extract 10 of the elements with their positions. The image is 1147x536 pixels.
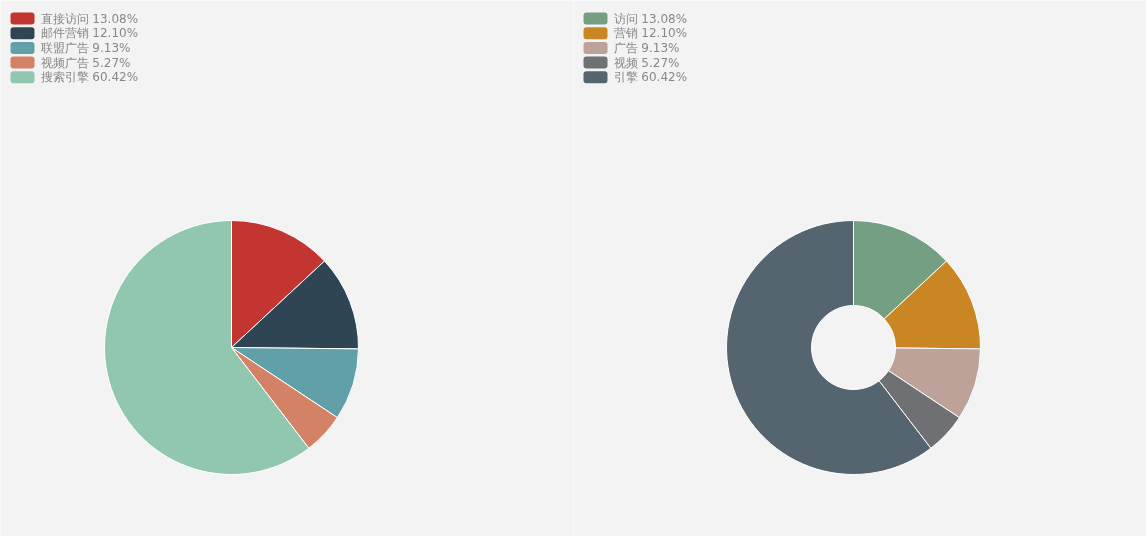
legend-label: 邮件营销 12.10% [40,26,139,41]
legend-label: 直接访问 13.08% [40,11,139,26]
legend-label: 引擎 60.42% [613,70,688,85]
legend-label: 搜索引擎 60.42% [40,70,139,85]
legend-label: 视频 5.27% [613,55,680,70]
legend-label: 广告 9.13% [613,40,680,55]
legend-label: 营销 12.10% [613,26,688,41]
legend-label: 联盟广告 9.13% [40,40,131,55]
legend-label: 视频广告 5.27% [40,55,131,70]
legend-label: 访问 13.08% [613,11,688,26]
